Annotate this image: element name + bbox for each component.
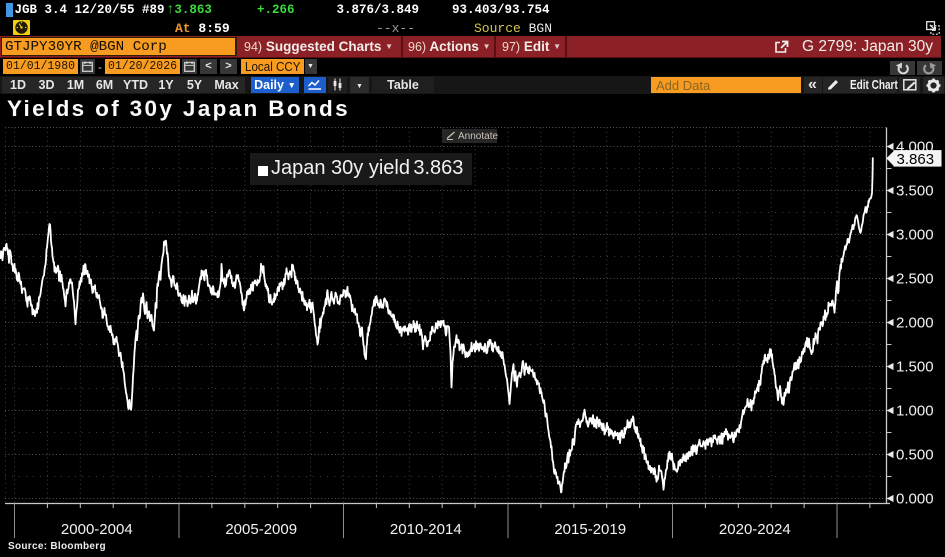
- svg-text:2.000: 2.000: [896, 315, 934, 332]
- svg-text:1.500: 1.500: [896, 359, 934, 376]
- svg-text:2.500: 2.500: [896, 271, 934, 288]
- svg-text:2000-2004: 2000-2004: [61, 521, 133, 538]
- svg-text:1.000: 1.000: [896, 403, 934, 420]
- svg-text:2015-2019: 2015-2019: [554, 521, 626, 538]
- svg-text:2020-2024: 2020-2024: [719, 521, 791, 538]
- svg-text:2005-2009: 2005-2009: [225, 521, 297, 538]
- svg-text:0.500: 0.500: [896, 447, 934, 464]
- svg-text:2010-2014: 2010-2014: [390, 521, 462, 538]
- svg-text:3.000: 3.000: [896, 227, 934, 244]
- svg-text:3.500: 3.500: [896, 183, 934, 200]
- svg-text:3.863: 3.863: [897, 151, 935, 168]
- svg-text:0.000: 0.000: [896, 491, 934, 508]
